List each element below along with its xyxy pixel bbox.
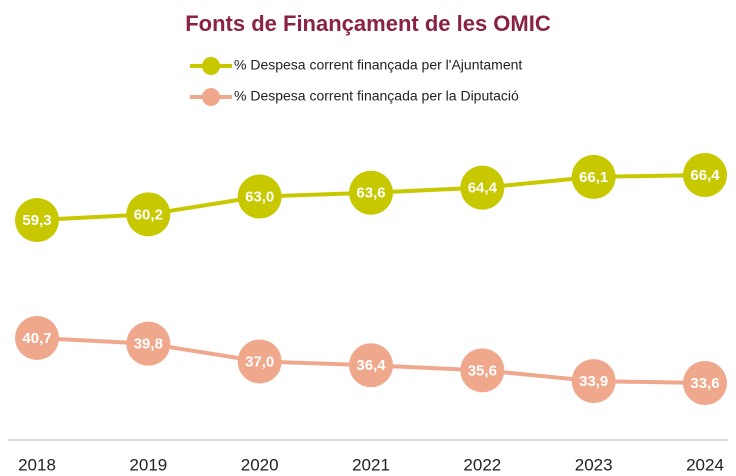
legend-marker	[202, 88, 220, 106]
point	[349, 343, 393, 388]
point	[237, 174, 282, 219]
point	[126, 192, 171, 237]
point	[15, 315, 59, 360]
x-tick-label: 2023	[575, 455, 613, 474]
legend-label: % Despesa corrent finançada per la Diput…	[234, 88, 519, 104]
point	[683, 361, 727, 405]
x-tick-label: 2018	[18, 455, 56, 474]
point	[460, 348, 505, 393]
point	[571, 154, 616, 199]
chart-title: Fonts de Finançament de les OMIC	[185, 11, 551, 36]
x-tick-label: 2021	[352, 455, 390, 474]
x-tick-label: 2024	[686, 455, 724, 474]
value-label: 60,2	[134, 206, 163, 223]
value-label: 40,7	[22, 330, 51, 347]
point	[237, 339, 282, 384]
value-label: 37,0	[245, 353, 274, 370]
value-label: 66,1	[579, 169, 608, 186]
point	[15, 198, 59, 243]
value-label: 35,6	[468, 362, 497, 379]
point	[349, 170, 393, 215]
point	[571, 359, 616, 404]
value-label: 59,3	[22, 212, 51, 229]
legend-label: % Despesa corrent finançada per l'Ajunta…	[234, 57, 522, 73]
x-tick-label: 2019	[129, 455, 167, 474]
x-tick-label: 2020	[241, 455, 279, 474]
legend-marker	[202, 57, 220, 75]
value-label: 63,6	[356, 185, 385, 202]
point	[460, 165, 505, 210]
value-label: 33,9	[579, 373, 608, 390]
value-label: 36,4	[356, 357, 386, 374]
value-label: 63,0	[245, 189, 274, 206]
x-tick-label: 2022	[463, 455, 501, 474]
value-label: 33,6	[690, 375, 719, 392]
value-label: 66,4	[690, 167, 720, 184]
point	[126, 321, 171, 366]
value-label: 39,8	[134, 336, 163, 353]
point	[683, 153, 727, 197]
value-label: 64,4	[468, 180, 498, 197]
